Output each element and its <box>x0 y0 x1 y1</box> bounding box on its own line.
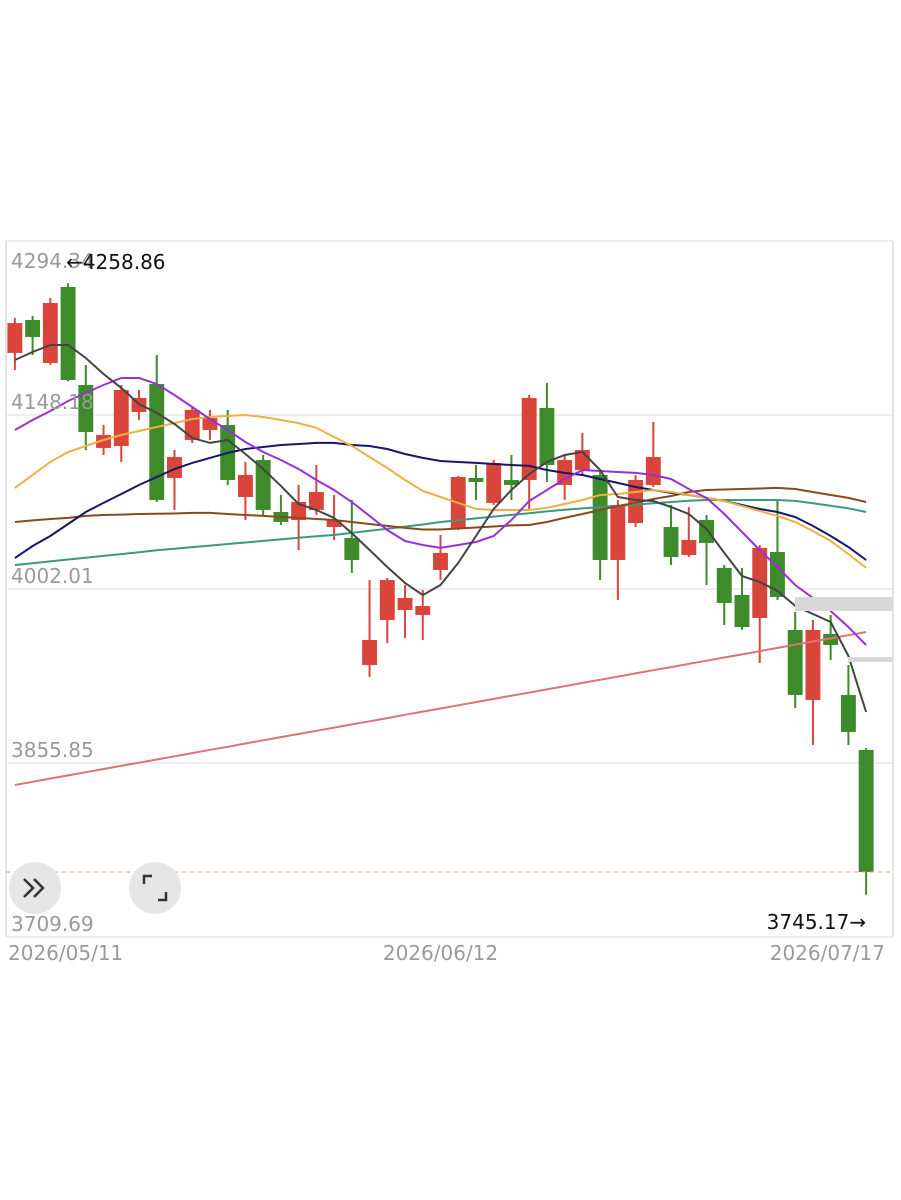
candle-body <box>503 479 519 485</box>
candle-body <box>823 634 839 645</box>
candle-body <box>184 409 200 440</box>
candle-body <box>592 474 608 560</box>
candle-body <box>7 323 23 353</box>
candle-body <box>433 552 448 570</box>
labels: 4294.34 4148.18 4002.01 3855.85 3709.69 2026/… <box>8 249 885 965</box>
candle-body <box>362 639 378 665</box>
max-annotation: ←4258.86 <box>66 250 165 274</box>
moving-average-line <box>14 413 867 569</box>
candle-body <box>858 749 874 872</box>
candle-body <box>167 456 182 478</box>
candle-body <box>78 384 94 432</box>
candle-body <box>149 384 165 500</box>
candle-body <box>291 501 307 520</box>
candle-body <box>42 302 58 363</box>
candle-body <box>521 397 537 480</box>
x-tick-label: 2026/07/17 <box>770 941 885 965</box>
candle-body <box>840 694 856 732</box>
x-tick-label: 2026/06/12 <box>383 941 498 965</box>
y-tick-label: 4002.01 <box>11 564 94 588</box>
candle-body <box>787 629 803 695</box>
candle-body <box>805 629 821 700</box>
candle-body <box>539 407 555 465</box>
side-marker <box>848 657 893 662</box>
plot <box>6 240 893 938</box>
moving-average-line <box>14 377 867 646</box>
moving-average-line <box>14 631 867 786</box>
fullscreen-button[interactable] <box>129 862 181 914</box>
expand-button[interactable] <box>9 862 61 914</box>
candle-body <box>681 539 697 555</box>
candle-body <box>308 491 324 510</box>
candle-body <box>610 504 626 560</box>
y-tick-label: 3855.85 <box>11 738 94 762</box>
y-tick-label: 4148.18 <box>11 390 94 414</box>
candle-body <box>397 597 413 610</box>
candle-body <box>379 579 395 620</box>
side-marker <box>795 597 893 611</box>
candle-body <box>486 462 502 503</box>
candle-body <box>113 389 129 447</box>
min-annotation: 3745.17→ <box>767 910 866 934</box>
y-tick-label: 3709.69 <box>11 912 94 936</box>
candle-body <box>237 474 253 497</box>
moving-average-line <box>14 344 868 713</box>
candle-body <box>645 456 661 485</box>
candle-body <box>326 519 342 527</box>
candle-body <box>734 594 750 627</box>
candle-body <box>468 477 484 482</box>
y-tick-label: 4294.34 <box>11 249 94 273</box>
moving-average-line <box>14 486 867 531</box>
candle-body <box>415 606 431 615</box>
candle-body <box>663 526 679 557</box>
candle-body <box>344 537 360 560</box>
candle-body <box>25 319 41 337</box>
x-tick-label: 2026/05/11 <box>8 941 123 965</box>
candle-body <box>60 286 76 380</box>
candle-body <box>255 459 271 510</box>
candle-body <box>716 567 732 603</box>
